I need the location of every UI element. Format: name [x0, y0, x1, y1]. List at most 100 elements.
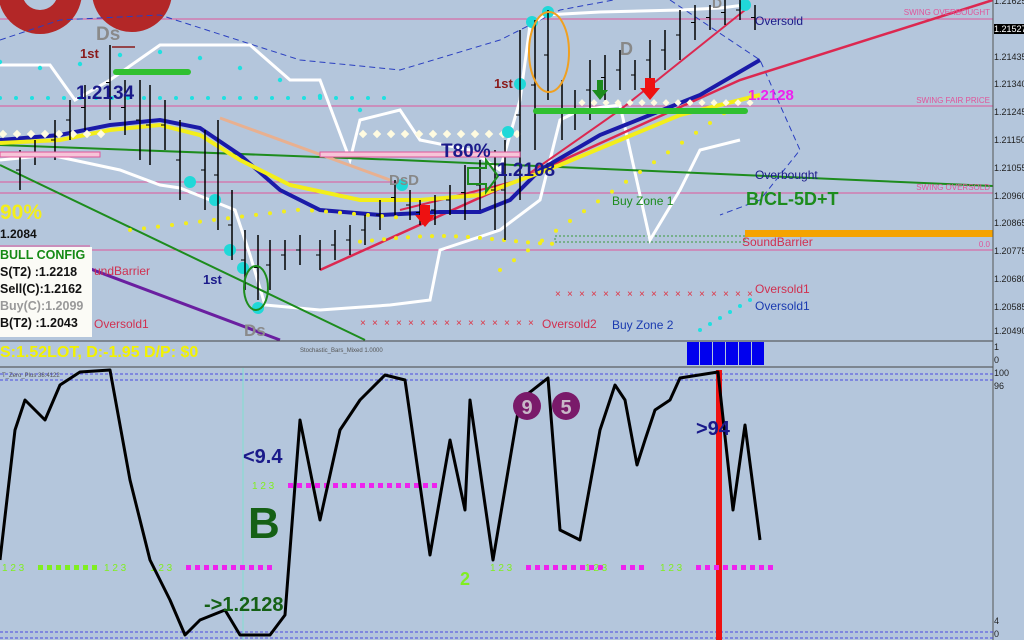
x-marker: × [555, 289, 561, 300]
cyan-dot [158, 96, 162, 100]
diamond-marker [470, 129, 480, 139]
price-tick: 1.21150 [994, 135, 1024, 145]
diamond-marker [400, 129, 410, 139]
signal-block [739, 342, 751, 365]
swing-oversold-label: SWING OVERSOLD [916, 183, 990, 192]
yellow-dot [382, 237, 386, 242]
percent-label: 90% [0, 201, 42, 224]
diamond-marker [68, 129, 78, 139]
cyan-dot [117, 52, 123, 58]
axis-tick: 4 [994, 616, 1000, 626]
cyan-signal-dot [502, 126, 514, 138]
trend-tan [219, 116, 391, 182]
ds-label: Ds [96, 24, 120, 45]
x-marker: × [663, 289, 669, 300]
sequence-dot [396, 483, 401, 488]
sequence-dot [297, 483, 302, 488]
sequence-dot [288, 483, 293, 488]
yellow-dot [582, 209, 586, 214]
sequence-dot [741, 565, 746, 570]
buy-b-label: B [248, 499, 280, 548]
yellow-dot [310, 208, 314, 213]
yellow-dot [268, 211, 272, 216]
diamond-marker [698, 99, 706, 107]
red-signal-line [716, 370, 722, 640]
sequence-dot [714, 565, 719, 570]
cyan-dot [238, 96, 242, 100]
sequence-dot [723, 565, 728, 570]
yellow-dot [366, 213, 370, 218]
sequence-dot [231, 565, 236, 570]
price-tick: 1.20585 [994, 301, 1024, 312]
diamond-marker [662, 99, 670, 107]
sequence-dot [186, 565, 191, 570]
yellow-moving-average [0, 93, 761, 202]
x-marker: × [468, 318, 474, 329]
diamond-marker [456, 129, 466, 139]
yellow-dot [418, 234, 422, 239]
yellow-dot [380, 214, 384, 219]
envelope-line [669, 0, 801, 216]
x-marker: × [396, 318, 402, 329]
cyan-signal-dot [252, 302, 264, 314]
yellow-dot [498, 268, 502, 272]
yellow-dot [156, 224, 160, 229]
yellow-dot [478, 235, 482, 240]
sell-arrow-icon [640, 78, 660, 100]
diamond-marker [626, 99, 634, 107]
x-marker: × [615, 289, 621, 300]
price-tick: 1.21340 [994, 79, 1024, 90]
yellow-dot [526, 240, 530, 245]
cyan-signal-dot [209, 194, 221, 206]
price-tick: 1.20865 [994, 218, 1024, 229]
yellow-dot [394, 215, 398, 220]
price-label: 1.2134 [76, 83, 135, 104]
sequence-dot [249, 565, 254, 570]
cyan-dot [698, 328, 702, 332]
yellow-dot [680, 140, 684, 145]
sequence-dot [732, 565, 737, 570]
axis-tick: 0 [994, 355, 1000, 365]
sequence-dot [315, 483, 320, 488]
yellow-dot [370, 238, 374, 243]
sequence-dot [553, 565, 558, 570]
yellow-dot [406, 235, 410, 240]
cyan-dot [0, 96, 2, 100]
config-row: Buy(C):1.2099 [0, 299, 84, 313]
oversold1-label: Oversold1 [755, 282, 810, 296]
cyan-dot [350, 96, 354, 100]
sequence-dot [621, 565, 626, 570]
cyan-dot [254, 96, 258, 100]
yellow-dot [554, 228, 558, 233]
x-marker: × [567, 289, 573, 300]
yellow-dot [568, 219, 572, 223]
yellow-dot [296, 207, 300, 212]
diamond-marker [414, 129, 424, 139]
x-marker: × [723, 289, 729, 300]
sequence-label: 1 2 3 [490, 563, 513, 574]
yellow-dot [514, 239, 518, 244]
x-marker: × [516, 318, 522, 329]
sequence-dot [705, 565, 710, 570]
yellow-dot [170, 222, 174, 227]
sequence-dot [360, 483, 365, 488]
cyan-signal-dot [237, 262, 249, 274]
cyan-dot [708, 322, 712, 326]
sequence-dot [526, 565, 531, 570]
signal-blocks [687, 342, 764, 365]
price-tick: 1.20960 [994, 190, 1024, 201]
highlight-ellipse [243, 265, 269, 311]
price-tick: 1.21625 [994, 0, 1024, 6]
sequence-markers: 1 2 3 1 2 3 1 2 3 1 2 3 1 2 3 1 2 3 1 2 3 [2, 481, 773, 574]
yellow-dot [254, 212, 258, 217]
diamond-marker [710, 99, 718, 107]
sequence-dot [535, 565, 540, 570]
config-row: B(T2) :1.2043 [0, 316, 78, 330]
sequence-dot [240, 565, 245, 570]
diamond-marker [484, 129, 494, 139]
cyan-dot [157, 49, 163, 55]
x-marker: × [492, 318, 498, 329]
yellow-dot [596, 199, 600, 204]
sequence-dot [74, 565, 79, 570]
